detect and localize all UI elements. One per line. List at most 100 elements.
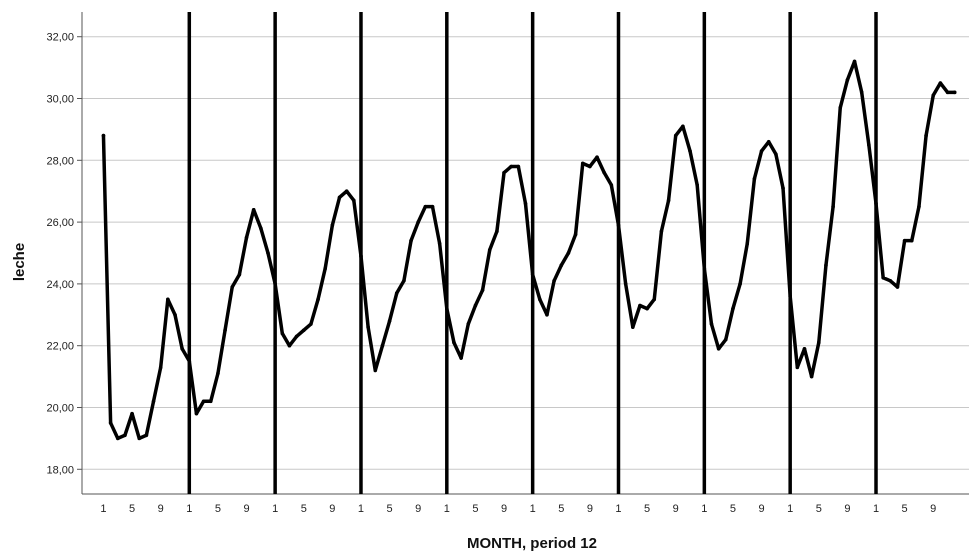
x-tick-label: 9 xyxy=(501,503,507,515)
x-tick-label: 5 xyxy=(129,503,135,515)
x-tick-label: 1 xyxy=(873,503,879,515)
data-point xyxy=(881,275,885,280)
data-point xyxy=(609,183,614,187)
data-point xyxy=(688,149,692,153)
data-point xyxy=(938,81,943,85)
data-point xyxy=(931,93,936,98)
data-point xyxy=(909,238,914,243)
x-tick-label: 5 xyxy=(301,503,307,515)
data-point xyxy=(344,189,349,194)
x-tick-label: 1 xyxy=(615,503,621,515)
x-tick-label: 5 xyxy=(558,503,564,515)
data-point xyxy=(337,195,342,200)
data-point xyxy=(480,288,485,292)
data-point xyxy=(280,331,285,336)
data-point xyxy=(287,343,292,348)
data-point xyxy=(151,399,156,404)
data-point xyxy=(716,346,721,351)
data-point xyxy=(380,343,385,348)
data-point xyxy=(366,325,370,329)
data-point xyxy=(952,90,957,95)
data-point xyxy=(831,204,835,209)
x-tick-label: 1 xyxy=(100,503,106,515)
data-point xyxy=(180,346,184,351)
x-tick-label: 5 xyxy=(215,503,221,515)
data-point xyxy=(917,204,921,209)
y-tick-label: 26,00 xyxy=(46,217,74,229)
data-point xyxy=(838,105,843,110)
data-point xyxy=(487,248,492,252)
x-tick-label: 1 xyxy=(787,503,793,515)
series xyxy=(101,59,957,441)
y-tick-label: 20,00 xyxy=(46,402,74,414)
data-point xyxy=(631,325,635,329)
data-point xyxy=(795,365,800,370)
data-point xyxy=(509,164,513,169)
data-point xyxy=(802,346,807,351)
y-tick-labels: 18,00 20,00 22,00 24,00 26,00 28,00 30,00 32,00 xyxy=(46,32,74,477)
data-point xyxy=(731,306,735,311)
x-tick-label: 9 xyxy=(930,503,936,515)
data-point xyxy=(495,229,499,234)
data-point xyxy=(652,297,657,302)
data-point xyxy=(437,241,442,246)
data-point xyxy=(723,337,728,342)
data-point xyxy=(402,279,406,283)
x-tick-label: 9 xyxy=(587,503,593,515)
data-point xyxy=(223,328,227,333)
x-tick-label: 1 xyxy=(444,503,450,515)
data-point xyxy=(545,312,549,317)
data-point xyxy=(259,226,263,231)
data-point xyxy=(752,177,757,181)
data-point xyxy=(137,436,142,441)
data-point xyxy=(595,155,599,160)
data-point xyxy=(108,421,113,425)
data-point xyxy=(616,223,621,227)
data-point xyxy=(738,282,742,286)
data-point xyxy=(580,161,585,166)
data-point xyxy=(623,282,628,286)
data-point xyxy=(666,198,671,203)
period-boundaries xyxy=(187,12,878,494)
data-point xyxy=(824,263,828,268)
x-tick-label: 1 xyxy=(272,503,278,515)
data-point xyxy=(452,340,456,345)
data-point xyxy=(373,368,378,373)
y-tick-label: 30,00 xyxy=(46,94,74,106)
data-point xyxy=(237,272,242,277)
data-point xyxy=(552,279,556,283)
data-point xyxy=(774,152,778,156)
data-point xyxy=(766,139,771,144)
data-point xyxy=(416,220,421,224)
y-tick-label: 28,00 xyxy=(46,155,74,167)
data-point xyxy=(201,399,206,404)
data-point xyxy=(409,238,413,243)
data-point xyxy=(502,170,506,175)
x-tick-label: 5 xyxy=(644,503,650,515)
data-point xyxy=(888,279,893,283)
data-point xyxy=(859,90,864,95)
x-tick-label: 5 xyxy=(816,503,822,515)
data-point xyxy=(523,201,528,206)
y-tick-label: 32,00 xyxy=(46,32,74,44)
data-point xyxy=(208,399,213,404)
data-point xyxy=(759,149,764,153)
data-point xyxy=(781,186,785,190)
data-point xyxy=(702,266,707,271)
data-point xyxy=(809,374,814,379)
data-points xyxy=(101,59,957,441)
y-tick-label: 18,00 xyxy=(46,464,74,476)
data-point xyxy=(359,254,363,258)
data-point xyxy=(316,297,320,302)
series-line xyxy=(101,59,957,441)
x-axis-title: MONTH, period 12 xyxy=(467,535,597,552)
gridlines xyxy=(82,36,969,470)
axes xyxy=(77,12,969,495)
data-point xyxy=(745,241,750,246)
data-point xyxy=(895,285,900,289)
data-point xyxy=(394,291,399,295)
x-tick-label: 9 xyxy=(844,503,850,515)
data-point xyxy=(645,306,649,311)
data-point xyxy=(566,251,571,255)
